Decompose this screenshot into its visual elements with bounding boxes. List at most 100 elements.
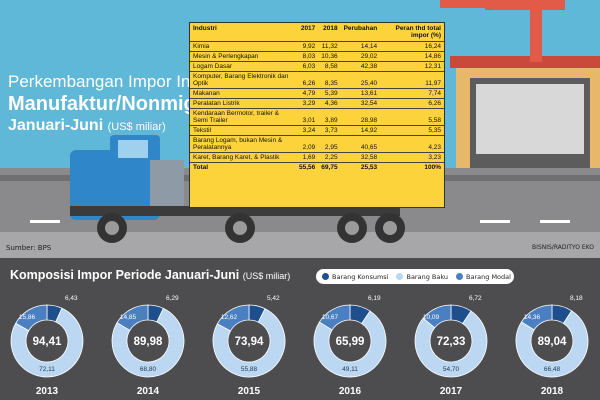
donut-total-label: 89,98: [134, 336, 163, 348]
table-cell: Total: [193, 164, 209, 171]
donut-2015: 73,94 5,42 12,62 55,88 2015: [212, 295, 286, 397]
donut-2013: 94,41 6,43 15,86 72,11 2013: [10, 295, 84, 397]
table-cell: 16,24: [380, 41, 444, 52]
table-cell: 28,98: [340, 108, 381, 126]
credit-note: BISNIS/RADITYO EKO: [532, 244, 594, 251]
table-cell: 55,56: [299, 164, 316, 171]
title-line-3: Januari-Juni (US$ miliar): [8, 116, 232, 137]
donut-year-label: 2013: [36, 386, 59, 397]
import-data-table: Industri 2017 2018 Perubahan Peran thd total…: [190, 23, 444, 172]
title-line-2: Manufaktur/Nonmigas: [8, 93, 219, 115]
table-row: Peralatan Listrik 3,29 4,36 32,54 6,26: [190, 98, 444, 109]
table-header-cell: Peran thd total impor (%): [380, 23, 444, 42]
table-cell: 1,69: [296, 152, 319, 163]
table-header-cell: 2018: [318, 23, 341, 42]
table-cell: 42,38: [340, 61, 381, 72]
donut-2018: 89,04 8,18 14,36 66,48 2018: [515, 295, 589, 397]
table-cell: 14,86: [380, 51, 444, 62]
table-row: Makanan 4,79 5,39 13,61 7,74: [190, 88, 444, 99]
table-cell: 4,23: [380, 135, 444, 153]
table-cell: 6,26: [380, 98, 444, 109]
table-cell: 10,36: [318, 51, 341, 62]
legend-dot-modal: [456, 273, 464, 280]
donut-total-label: 73,94: [235, 336, 264, 348]
table-cell: 2,09: [296, 135, 319, 153]
table-row: Logam Dasar 6,03 8,58 42,38 12,31: [190, 61, 444, 72]
table-cell: 13,61: [340, 88, 381, 99]
table-cell: 3,01: [296, 108, 319, 126]
table-cell: 5,39: [318, 88, 341, 99]
table-cell: Kimia: [190, 41, 297, 52]
table-cell: 6,26: [296, 71, 319, 89]
table-cell: 3,23: [380, 152, 444, 163]
legend-label-baku: Barang Baku: [406, 272, 449, 281]
table-cell: Kendaraan Bermotor, trailer & Semi Trail…: [190, 108, 297, 126]
table-cell: 11,32: [318, 41, 341, 52]
legend-label-konsumsi: Barang Konsumsi: [332, 272, 389, 281]
table-row: Kendaraan Bermotor, trailer & Semi Trail…: [190, 108, 444, 126]
legend-item-konsumsi: Barang Konsumsi: [322, 273, 388, 281]
table-cell: 3,89: [318, 108, 341, 126]
table-cell: Mesin & Perlengkapan: [190, 51, 297, 62]
table-cell: 32,54: [340, 98, 381, 109]
title-line-1: Perkembangan Impor Industri: [8, 72, 232, 91]
legend-label-modal: Barang Modal: [466, 272, 511, 281]
donut-year-label: 2015: [238, 386, 261, 397]
table-cell: 4,79: [296, 88, 319, 99]
donut-total-label: 72,33: [437, 336, 466, 348]
table-cell: 8,58: [318, 61, 341, 72]
donut-year-label: 2018: [541, 386, 564, 397]
table-cell: 5,58: [380, 108, 444, 126]
donut-slice-baku: [111, 307, 185, 378]
table-cell: 14,14: [340, 41, 381, 52]
donut-slice-baku: [313, 310, 387, 378]
table-cell: 9,92: [296, 41, 319, 52]
donut-total-label: 65,99: [336, 336, 365, 348]
donut-2014: 89,98 6,29 14,85 68,80 2014: [111, 295, 185, 397]
table-cell: 12,31: [380, 61, 444, 72]
donut-year-label: 2014: [137, 386, 160, 397]
donut-konsumsi-label: 6,19: [368, 295, 381, 302]
donut-2017: 72,33 6,72 10,09 54,70 2017: [414, 295, 488, 397]
table-cell: 3,29: [296, 98, 319, 109]
donut-baku-label: 54,70: [443, 366, 460, 373]
table-cell: 25,53: [360, 164, 378, 171]
donut-baku-label: 72,11: [39, 366, 55, 373]
legend-item-baku: Barang Baku: [396, 273, 448, 281]
table-body: Kimia 9,92 11,32 14,14 16,24 Mesin & Perlengk…: [190, 41, 444, 173]
donut-konsumsi-label: 8,18: [570, 295, 583, 302]
donut-2016: 65,99 6,19 10,67 49,11 2016: [313, 295, 387, 397]
donut-charts: 94,41 6,43 15,86 72,11 2013 89,98 6,29 14,85 68,…: [10, 295, 589, 397]
table-cell: 100%: [424, 164, 441, 171]
table-row: Kimia 9,92 11,32 14,14 16,24: [190, 41, 444, 52]
table-cell: 8,35: [318, 71, 341, 89]
table-cell: Karet, Barang Karet, & Plastik: [190, 152, 297, 163]
table-cell: Komputer, Barang Elektronik dan Optik: [190, 71, 297, 89]
section-title-text: Komposisi Impor Periode Januari-Juni: [10, 268, 240, 282]
title-period: Januari-Juni: [8, 117, 104, 134]
donut-total-label: 94,41: [33, 336, 62, 348]
title-unit: (US$ miliar): [107, 121, 166, 133]
donut-slice-baku: [414, 310, 488, 378]
source-note: Sumber: BPS: [6, 244, 52, 252]
donut-baku-label: 49,11: [342, 366, 358, 373]
donut-modal-label: 10,09: [423, 314, 440, 321]
table-cell: Makanan: [190, 88, 297, 99]
table-cell: 25,40: [340, 71, 381, 89]
donut-slice-baku: [515, 310, 589, 378]
chart-legend: Barang Konsumsi Barang Baku Barang Modal: [316, 269, 514, 284]
table-cell: 11,97: [380, 71, 444, 89]
table-cell: 32,58: [340, 152, 381, 163]
table-row: Tekstil 3,24 3,73 14,92 5,35: [190, 125, 444, 136]
table-cell: Peralatan Listrik: [190, 98, 297, 109]
donut-konsumsi-label: 5,42: [267, 295, 280, 302]
donut-year-label: 2017: [440, 386, 463, 397]
table-cell: Barang Logam, bukan Mesin & Peralatannya: [190, 135, 297, 153]
legend-dot-konsumsi: [322, 273, 329, 280]
donut-konsumsi-label: 6,29: [166, 295, 179, 302]
donut-slice-modal: [318, 304, 351, 331]
donut-slice-modal: [216, 304, 250, 332]
table-cell: 40,65: [340, 135, 381, 153]
table-cell: 6,03: [296, 61, 319, 72]
table-cell: Logam Dasar: [190, 61, 297, 72]
